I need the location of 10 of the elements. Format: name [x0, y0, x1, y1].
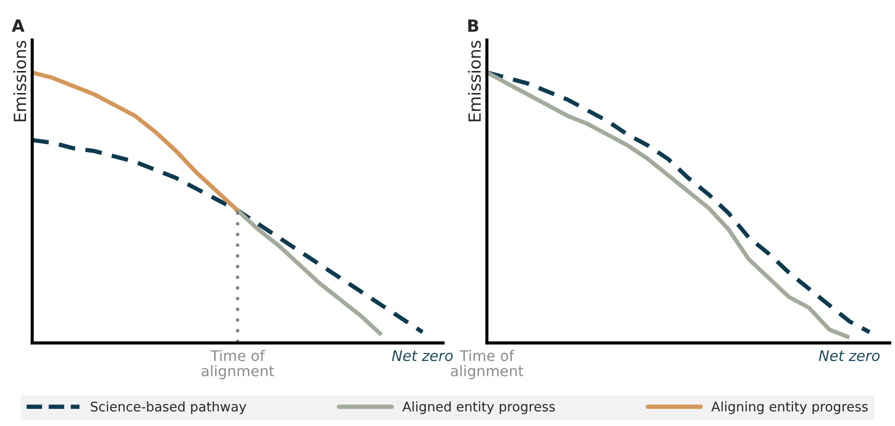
- x-tick-label: Net zero: [818, 350, 880, 362]
- legend-label: Science-based pathway: [90, 401, 246, 414]
- x-tick-label: Time of alignment: [202, 350, 274, 380]
- x-tick-label: Net zero: [392, 350, 453, 362]
- legend-label: Aligning entity progress: [711, 401, 868, 414]
- chart-title: A: [12, 20, 24, 32]
- y-axis-title: Emissions: [468, 40, 481, 122]
- chart-title: B: [468, 20, 478, 32]
- legend-label: Aligned entity progress: [402, 401, 555, 414]
- y-axis-title: Emissions: [13, 40, 26, 122]
